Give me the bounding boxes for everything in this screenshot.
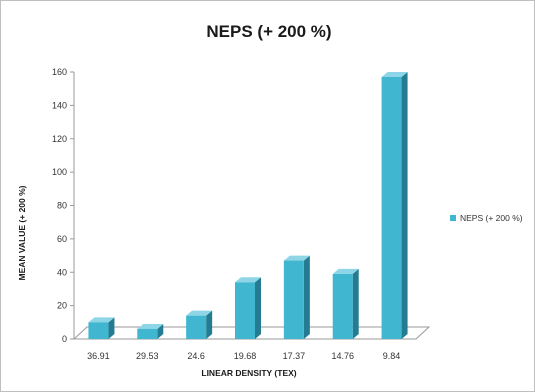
x-tick-label: 36.91 <box>87 351 110 361</box>
bar-side <box>108 317 115 339</box>
bar <box>283 260 304 339</box>
chart-title: NEPS (+ 200 %) <box>206 22 331 41</box>
x-tick-label: 29.53 <box>136 351 159 361</box>
x-tick-label: 14.76 <box>331 351 354 361</box>
x-axis-label: LINEAR DENSITY (TEX) <box>201 368 296 378</box>
x-tick-label: 19.68 <box>234 351 257 361</box>
bar <box>381 77 402 339</box>
bar <box>137 328 158 339</box>
y-axis-label: MEAN VALUE (+ 200 %) <box>17 185 27 280</box>
bar-top <box>235 277 261 283</box>
bar-side <box>303 255 310 339</box>
bar-top <box>137 323 164 329</box>
y-tick-label: 80 <box>57 201 67 211</box>
y-tick-label: 100 <box>52 167 67 177</box>
bar-side <box>401 72 408 339</box>
bar <box>235 282 255 339</box>
bar <box>186 315 207 339</box>
bar <box>332 273 353 339</box>
bar-top <box>332 268 359 274</box>
legend-swatch <box>450 215 456 221</box>
y-tick-label: 140 <box>52 100 67 110</box>
bar-side <box>157 323 164 339</box>
bar <box>88 322 109 339</box>
y-tick-label: 40 <box>57 267 67 277</box>
y-tick-label: 0 <box>62 334 67 344</box>
bar-top <box>88 317 115 323</box>
y-tick-label: 20 <box>57 301 67 311</box>
bar-top <box>381 72 408 78</box>
bar-side <box>206 310 213 339</box>
x-tick-label: 9.84 <box>383 351 401 361</box>
x-tick-label: 17.37 <box>283 351 306 361</box>
legend: NEPS (+ 200 %) <box>450 213 523 223</box>
legend-label: NEPS (+ 200 %) <box>460 213 523 223</box>
plot-area: 0 20 40 60 80 100 120 140 160 36.91 29.53 24.6 19.68… <box>52 67 431 361</box>
y-tick-label: 120 <box>52 134 67 144</box>
bar-side <box>352 268 359 339</box>
bar-top <box>186 310 213 316</box>
y-tick-label: 160 <box>52 67 67 77</box>
y-tick-label: 60 <box>57 234 67 244</box>
bar-side <box>255 277 261 339</box>
bar-top <box>283 255 310 261</box>
x-tick-label: 24.6 <box>187 351 205 361</box>
